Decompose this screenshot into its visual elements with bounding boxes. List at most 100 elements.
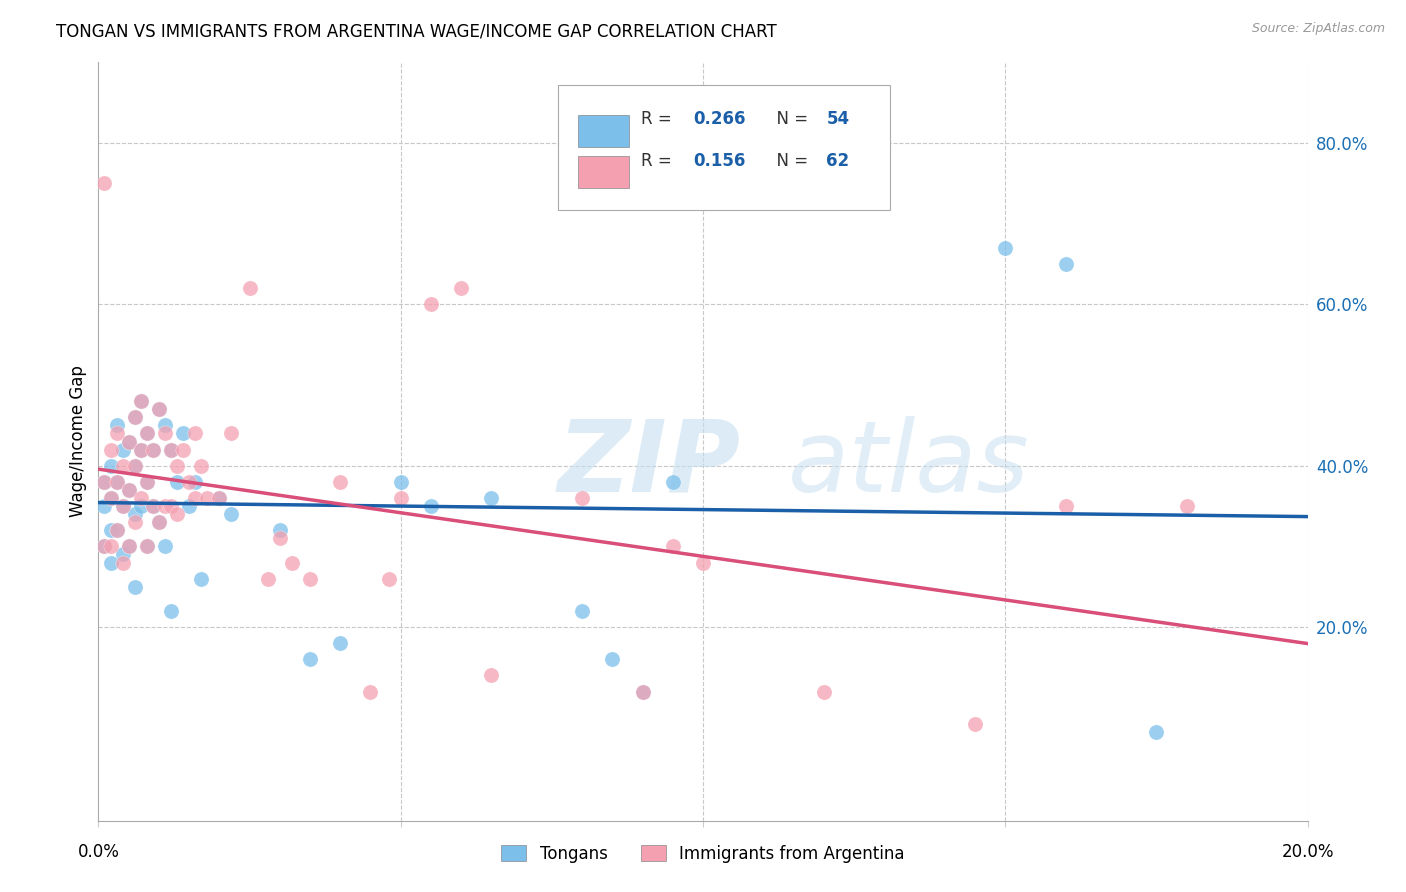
Point [179, 475, 201, 489]
Point [420, 297, 443, 311]
Point [111, 556, 134, 570]
Point [124, 515, 146, 529]
Point [129, 491, 152, 505]
Text: Source: ZipAtlas.com: Source: ZipAtlas.com [1251, 22, 1385, 36]
Point [100, 491, 122, 505]
Point [93, 177, 115, 191]
Point [329, 475, 352, 489]
Text: 62: 62 [827, 152, 849, 170]
Point [166, 475, 188, 489]
Point [118, 483, 141, 497]
Point [118, 434, 141, 449]
Point [129, 442, 152, 457]
Point [105, 523, 128, 537]
Point [124, 458, 146, 473]
Point [256, 572, 278, 586]
Point [100, 442, 122, 457]
Point [124, 410, 146, 425]
Point [184, 491, 207, 505]
Point [148, 515, 170, 529]
Point [389, 491, 412, 505]
Point [631, 684, 654, 698]
Point [118, 483, 141, 497]
Point [571, 491, 593, 505]
Point [153, 418, 176, 433]
Point [1144, 725, 1167, 739]
Point [142, 499, 165, 513]
Point [389, 475, 412, 489]
Point [166, 507, 188, 521]
Point [221, 507, 243, 521]
Point [100, 556, 122, 570]
Point [195, 491, 218, 505]
Text: TONGAN VS IMMIGRANTS FROM ARGENTINA WAGE/INCOME GAP CORRELATION CHART: TONGAN VS IMMIGRANTS FROM ARGENTINA WAGE… [56, 22, 778, 40]
Text: R =: R = [641, 152, 678, 170]
Point [661, 540, 683, 554]
Point [179, 499, 201, 513]
Y-axis label: Wage/Income Gap: Wage/Income Gap [69, 366, 87, 517]
Point [105, 475, 128, 489]
Point [118, 540, 141, 554]
Point [93, 475, 115, 489]
Point [190, 458, 212, 473]
Point [129, 499, 152, 513]
Point [100, 540, 122, 554]
FancyBboxPatch shape [558, 85, 890, 211]
Text: 0.0%: 0.0% [77, 843, 120, 861]
Text: 54: 54 [827, 111, 849, 128]
Point [111, 499, 134, 513]
Point [111, 442, 134, 457]
Point [111, 499, 134, 513]
Point [135, 426, 157, 441]
Point [153, 426, 176, 441]
Point [118, 540, 141, 554]
Point [1054, 499, 1077, 513]
Point [661, 475, 683, 489]
Text: 20.0%: 20.0% [1281, 843, 1334, 861]
Point [208, 491, 231, 505]
Point [299, 652, 322, 666]
Point [1175, 499, 1198, 513]
Point [124, 458, 146, 473]
Point [129, 442, 152, 457]
Point [329, 636, 352, 650]
Point [571, 604, 593, 618]
Point [142, 442, 165, 457]
Point [135, 475, 157, 489]
Point [450, 281, 472, 295]
Text: ZIP: ZIP [558, 416, 741, 513]
Point [135, 426, 157, 441]
Text: 0.156: 0.156 [693, 152, 745, 170]
Point [93, 499, 115, 513]
Point [100, 491, 122, 505]
Point [208, 491, 231, 505]
Point [481, 668, 503, 682]
Point [129, 394, 152, 409]
Point [93, 540, 115, 554]
Point [111, 458, 134, 473]
Point [100, 523, 122, 537]
Legend: Tongans, Immigrants from Argentina: Tongans, Immigrants from Argentina [495, 838, 911, 869]
Point [190, 572, 212, 586]
Point [184, 426, 207, 441]
Point [124, 580, 146, 594]
Point [160, 604, 183, 618]
Point [105, 475, 128, 489]
Point [813, 684, 835, 698]
Text: R =: R = [641, 111, 678, 128]
FancyBboxPatch shape [578, 115, 630, 146]
Point [631, 684, 654, 698]
Point [221, 426, 243, 441]
Point [965, 716, 987, 731]
Point [142, 442, 165, 457]
Point [184, 475, 207, 489]
Point [172, 442, 194, 457]
Point [148, 515, 170, 529]
Point [994, 241, 1017, 255]
Point [124, 410, 146, 425]
Point [135, 540, 157, 554]
Point [153, 499, 176, 513]
Point [105, 418, 128, 433]
Point [111, 548, 134, 562]
Point [692, 556, 714, 570]
